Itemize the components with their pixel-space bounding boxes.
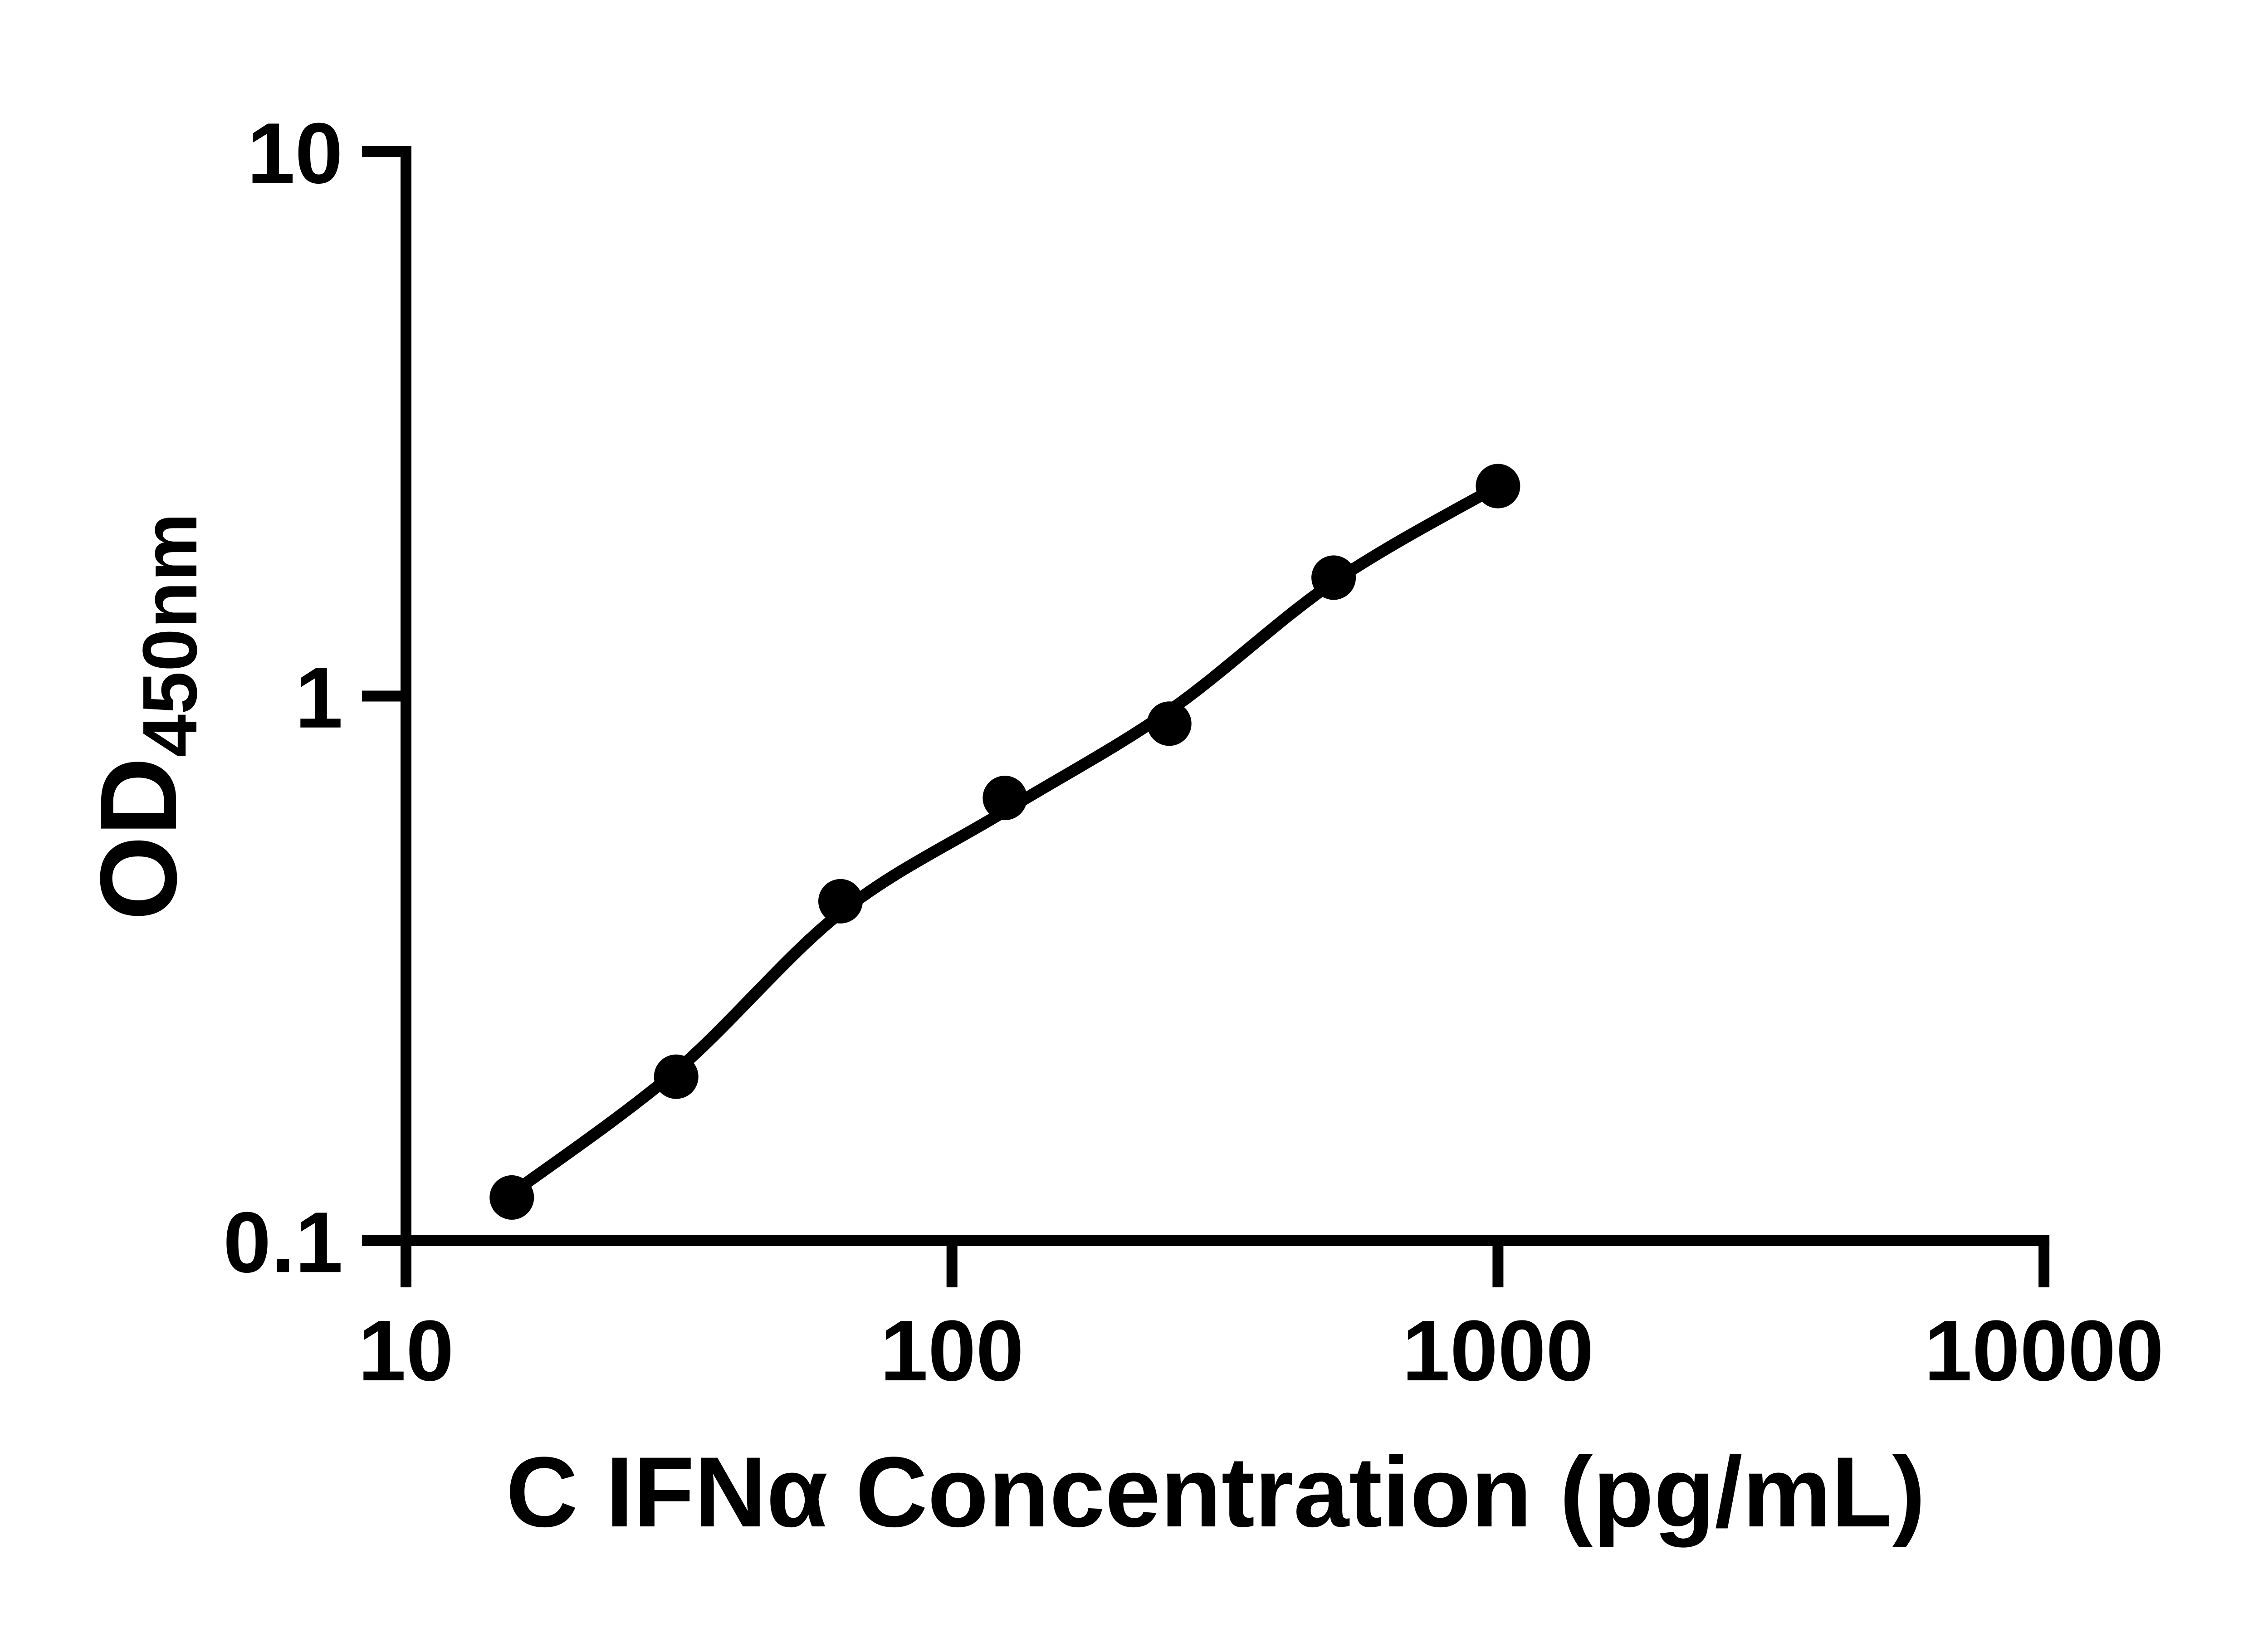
data-point <box>818 879 863 924</box>
point-layer <box>489 464 1520 1220</box>
data-point <box>1147 701 1192 746</box>
y-axis-title-main: OD <box>78 757 199 920</box>
axes-layer <box>362 146 2050 1287</box>
x-tick-label: 1000 <box>1402 1303 1594 1399</box>
data-point <box>654 1054 699 1099</box>
y-axis-title-subscript: 450nm <box>127 513 213 758</box>
x-tick-label: 10000 <box>1924 1303 2164 1399</box>
data-point <box>982 776 1027 821</box>
x-tick-label: 100 <box>880 1303 1024 1399</box>
x-axis-title: C IFNα Concentration (pg/mL) <box>506 1436 1925 1548</box>
data-point <box>489 1175 534 1220</box>
y-axis-title: OD450nm <box>78 513 213 921</box>
data-point <box>1311 555 1356 600</box>
x-tick-label: 10 <box>358 1303 454 1399</box>
y-tick-label: 0.1 <box>223 1194 343 1291</box>
y-tick-label: 10 <box>247 105 343 201</box>
y-tick-label: 1 <box>295 650 343 746</box>
data-point <box>1476 464 1520 508</box>
